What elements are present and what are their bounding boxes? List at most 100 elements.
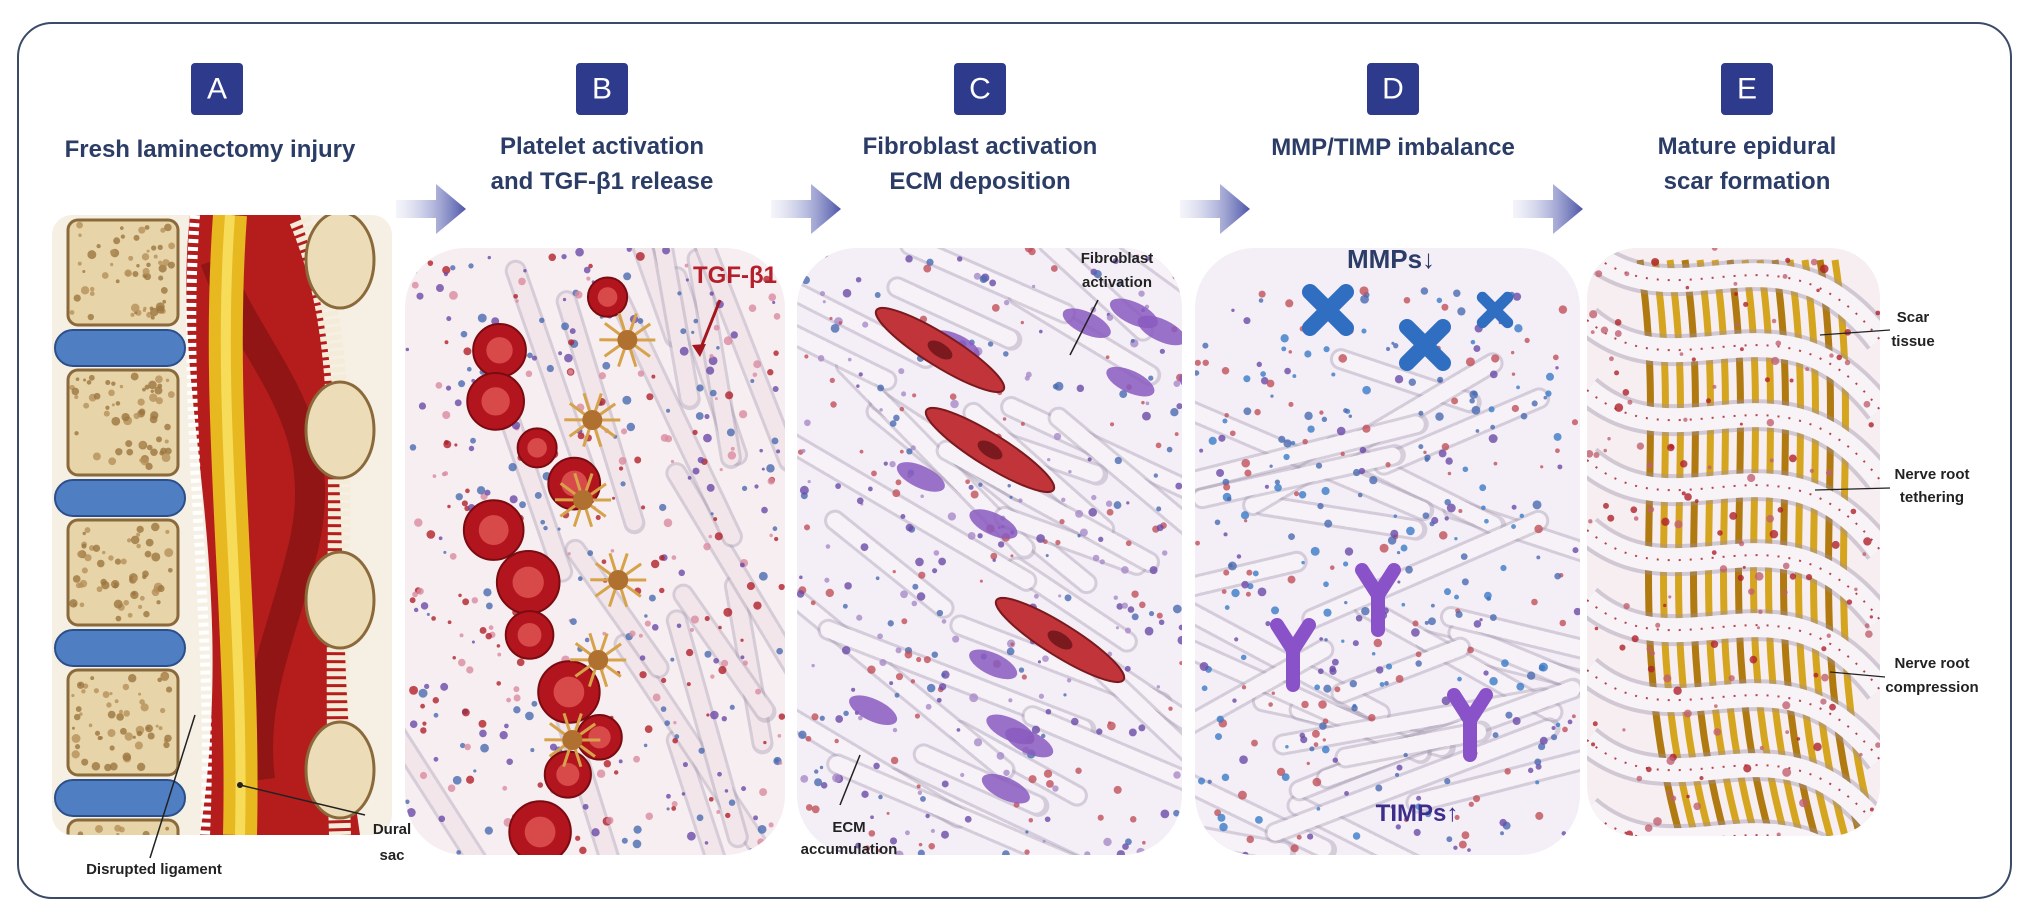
- decor: [1445, 457, 1453, 465]
- decor: [1219, 822, 1228, 832]
- decor: [304, 215, 376, 310]
- decor: [710, 512, 714, 516]
- decor: [523, 269, 527, 273]
- decor: [458, 593, 462, 598]
- decor: [1199, 662, 1209, 671]
- decor: [798, 730, 807, 739]
- decor: [558, 351, 563, 356]
- decor: [1319, 637, 1323, 641]
- decor: [1429, 521, 1435, 527]
- decor: [1647, 665, 1655, 673]
- decor: [568, 339, 575, 346]
- panel-c-art: [797, 248, 1182, 855]
- decor: [142, 570, 149, 578]
- decor: [1501, 659, 1509, 667]
- decor: [620, 428, 628, 435]
- decor: [867, 665, 876, 674]
- decor: [66, 668, 180, 777]
- decor: [1809, 468, 1814, 473]
- decor: [79, 602, 85, 608]
- decor: [562, 730, 583, 750]
- decor: [617, 330, 638, 350]
- decor: [115, 279, 120, 284]
- decor: [1829, 703, 1836, 711]
- decor: [645, 812, 654, 820]
- decor: [916, 784, 921, 789]
- decor: [708, 534, 713, 539]
- decor: [721, 715, 727, 722]
- decor: [969, 509, 1018, 539]
- decor: [470, 437, 476, 444]
- decor: [803, 524, 811, 531]
- decor: [66, 818, 180, 835]
- decor: [487, 255, 491, 260]
- decor: [1674, 520, 1683, 529]
- decor: [468, 445, 475, 452]
- decor: [138, 226, 146, 234]
- decor: [457, 658, 466, 667]
- decor: [546, 364, 554, 373]
- decor: [87, 250, 97, 260]
- decor: [1590, 330, 1595, 334]
- decor: [144, 225, 150, 230]
- decor: [1390, 804, 1395, 809]
- decor: [1375, 784, 1383, 792]
- decor: [1699, 776, 1704, 781]
- decor: [142, 308, 147, 312]
- decor: [556, 762, 580, 787]
- decor: [928, 842, 935, 850]
- decor: [819, 290, 826, 297]
- decor: [704, 616, 710, 622]
- decor: [1223, 532, 1228, 537]
- decor: [774, 536, 779, 542]
- decor: [1128, 728, 1137, 737]
- decor: [849, 695, 898, 726]
- decor: [438, 536, 443, 541]
- decor: [1587, 459, 1880, 551]
- decor: [900, 513, 906, 519]
- decor: [1769, 529, 1779, 539]
- decor: [1046, 779, 1054, 788]
- decor: [1465, 357, 1475, 367]
- decor: [941, 830, 949, 839]
- decor: [1785, 730, 1790, 735]
- decor: [979, 579, 983, 583]
- decor: [676, 623, 682, 629]
- decor: [1168, 706, 1173, 711]
- decor: [108, 457, 117, 466]
- decor: [1301, 700, 1309, 709]
- decor: [660, 706, 667, 712]
- decor: [1538, 742, 1546, 751]
- decor: [130, 910, 138, 918]
- decor: [471, 640, 475, 644]
- decor: [1789, 573, 1797, 580]
- decor: [1476, 291, 1514, 329]
- decor: [126, 538, 132, 543]
- decor: [1734, 292, 1738, 296]
- decor: [1588, 519, 1593, 524]
- decor: [926, 683, 936, 693]
- decor: [755, 688, 762, 695]
- decor: [1460, 553, 1468, 560]
- decor: [440, 682, 449, 691]
- decor: [588, 726, 611, 749]
- decor: [1084, 851, 1091, 855]
- decor: [1116, 850, 1126, 855]
- decor: [979, 275, 988, 283]
- decor: [1561, 831, 1567, 836]
- decor: [109, 762, 118, 771]
- decor: [1037, 660, 1042, 664]
- panel-title: ECM deposition: [889, 168, 1070, 195]
- decor: [1267, 720, 1558, 841]
- decor: [1816, 288, 1820, 293]
- decor: [602, 361, 611, 370]
- decor: [138, 408, 146, 416]
- decor: [609, 288, 740, 545]
- decor: [485, 632, 492, 640]
- decor: [93, 688, 100, 694]
- decor: [141, 253, 150, 261]
- decor: [1306, 761, 1310, 766]
- decor: [1311, 729, 1320, 738]
- decor: [447, 504, 451, 509]
- decor: [740, 638, 744, 642]
